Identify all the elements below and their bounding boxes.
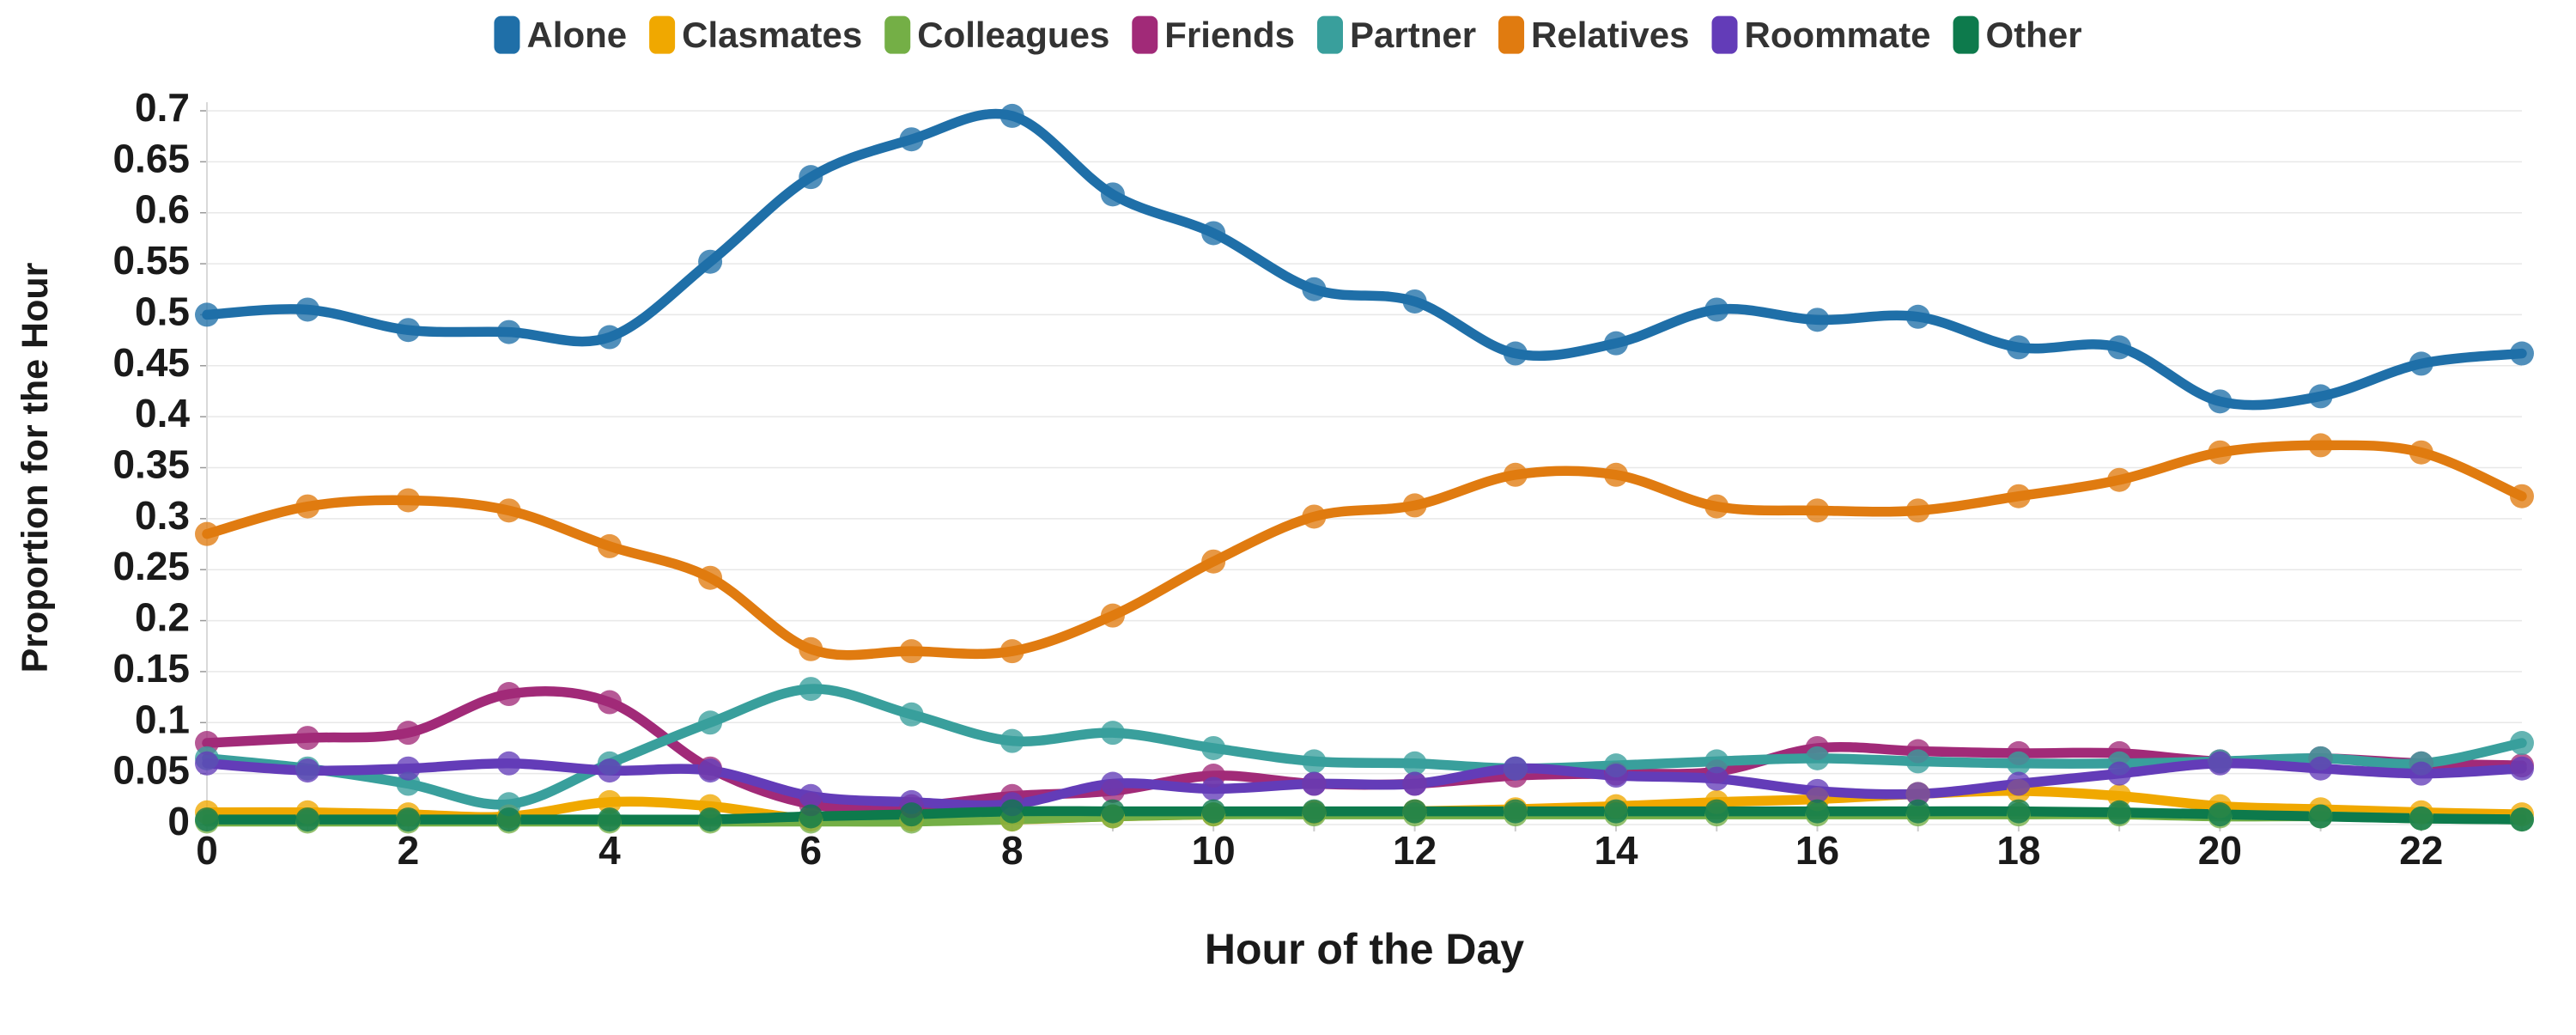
svg-text:0.1: 0.1 xyxy=(135,697,190,741)
svg-text:0: 0 xyxy=(196,828,218,873)
svg-text:0.4: 0.4 xyxy=(135,391,190,435)
svg-text:18: 18 xyxy=(1996,828,2040,873)
svg-text:20: 20 xyxy=(2198,828,2242,873)
svg-text:Other: Other xyxy=(1986,15,2082,55)
svg-text:14: 14 xyxy=(1594,828,1638,873)
svg-text:0.05: 0.05 xyxy=(112,748,190,793)
svg-text:Friends: Friends xyxy=(1164,15,1295,55)
svg-text:Colleagues: Colleagues xyxy=(917,15,1109,55)
svg-text:Roommate: Roommate xyxy=(1745,15,1931,55)
svg-text:10: 10 xyxy=(1192,828,1236,873)
svg-text:8: 8 xyxy=(1001,828,1024,873)
svg-text:0.3: 0.3 xyxy=(135,493,190,538)
svg-text:2: 2 xyxy=(398,828,420,873)
svg-text:0.35: 0.35 xyxy=(112,442,190,487)
svg-text:0.15: 0.15 xyxy=(112,646,190,691)
svg-text:0.6: 0.6 xyxy=(135,187,190,232)
svg-text:Relatives: Relatives xyxy=(1531,15,1689,55)
svg-text:0.65: 0.65 xyxy=(112,136,190,180)
svg-text:0.7: 0.7 xyxy=(135,85,190,130)
svg-text:Proportion for the Hour: Proportion for the Hour xyxy=(15,262,56,673)
svg-text:0: 0 xyxy=(167,799,190,843)
svg-text:Clasmates: Clasmates xyxy=(682,15,862,55)
svg-text:22: 22 xyxy=(2399,828,2443,873)
svg-text:0.2: 0.2 xyxy=(135,595,190,640)
svg-text:16: 16 xyxy=(1795,828,1839,873)
svg-text:0.45: 0.45 xyxy=(112,340,190,385)
svg-text:12: 12 xyxy=(1393,828,1437,873)
svg-text:Hour of the Day: Hour of the Day xyxy=(1205,925,1524,973)
svg-text:0.55: 0.55 xyxy=(112,238,190,283)
svg-text:0.25: 0.25 xyxy=(112,544,190,588)
svg-text:Partner: Partner xyxy=(1350,15,1476,55)
svg-text:Alone: Alone xyxy=(526,15,627,55)
svg-text:6: 6 xyxy=(800,828,823,873)
svg-text:4: 4 xyxy=(598,828,621,873)
svg-text:0.5: 0.5 xyxy=(135,289,190,333)
